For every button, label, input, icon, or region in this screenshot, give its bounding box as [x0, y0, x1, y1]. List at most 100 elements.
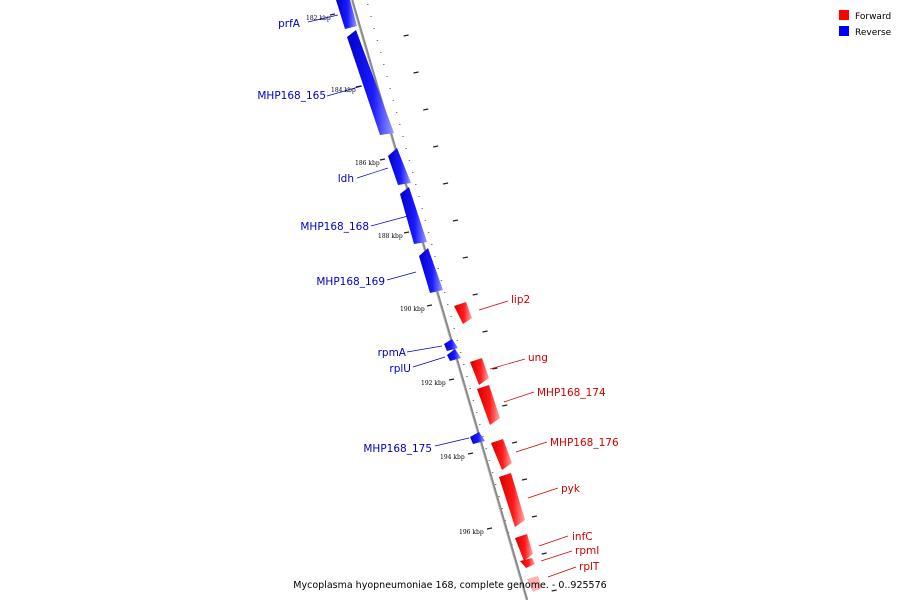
map-caption: Mycoplasma hyopneumoniae 168, complete g… — [293, 580, 606, 591]
gene-MHP168_165[interactable]: MHP168_165 — [257, 30, 394, 135]
tick-mark — [472, 293, 478, 296]
gene-pyk[interactable]: pyk — [499, 473, 581, 527]
tick-mark — [423, 108, 429, 111]
tick-marks — [329, 13, 557, 592]
tick-mark — [551, 589, 557, 592]
scale-dot — [453, 328, 455, 329]
kbp-tick-mark — [467, 452, 474, 455]
gene-label-infC: infC — [572, 531, 593, 543]
tick-mark — [452, 219, 459, 222]
scale-dot — [418, 196, 420, 197]
tick-labels: 182 kbp 184 kbp 186 kbp 188 kbp 190 kbp … — [306, 15, 484, 536]
scale-dot — [367, 4, 369, 5]
scale-dot — [501, 508, 503, 509]
gene-ldh[interactable]: ldh — [338, 148, 411, 185]
scale-dot — [482, 436, 484, 437]
gene-MHP168_174[interactable]: MHP168_174 — [477, 385, 606, 425]
scale-dot — [443, 292, 446, 293]
gene-label-pyk: pyk — [561, 483, 581, 495]
tick-mark — [531, 515, 538, 518]
kbp-tick-mark — [426, 304, 433, 307]
gene-MHP168_169[interactable]: MHP168_169 — [316, 248, 443, 293]
gene-lip2[interactable]: lip2 — [454, 294, 530, 324]
scale-dot — [402, 136, 404, 137]
kbp-tick-mark — [448, 378, 455, 381]
genome-backbone — [350, 0, 529, 600]
scale-dot — [488, 460, 491, 461]
scale-dot — [408, 160, 411, 161]
tick-mark — [433, 145, 439, 148]
gene-label-lip2: lip2 — [511, 294, 530, 306]
gene-MHP168_176[interactable]: MHP168_176 — [491, 437, 619, 470]
legend: Forward Reverse — [839, 10, 892, 38]
gene-MHP168_175[interactable]: MHP168_175 — [363, 432, 485, 455]
gene-label-MHP168_168: MHP168_168 — [300, 221, 369, 233]
gene-label-MHP168_169: MHP168_169 — [316, 276, 385, 288]
tick-label-186: 186 kbp — [355, 160, 380, 167]
tick-label-190: 190 kbp — [400, 306, 425, 313]
scale-dot — [411, 172, 414, 173]
tick-mark — [541, 552, 547, 555]
forward-genes: lip2 ung MHP168_174 MHP168_176 pyk infC — [454, 294, 619, 592]
scale-dot — [479, 424, 481, 425]
scale-dot — [383, 64, 385, 65]
gene-label-ldh: ldh — [338, 173, 354, 185]
tick-label-182: 182 kbp — [306, 15, 331, 22]
tick-mark — [413, 71, 419, 74]
scale-dot — [466, 376, 468, 377]
scale-dot — [440, 280, 443, 281]
tick-mark — [511, 441, 518, 444]
gene-label-prfA: prfA — [278, 18, 301, 30]
scale-dot — [437, 268, 439, 269]
gene-label-MHP168_176: MHP168_176 — [550, 437, 619, 449]
scale-dot — [498, 496, 500, 497]
scale-dot — [450, 316, 452, 317]
scale-dot — [485, 448, 487, 449]
scale-dot — [405, 148, 407, 149]
tick-mark — [521, 478, 528, 481]
scale-dot — [447, 304, 449, 305]
gene-rpmI[interactable]: rpmI — [520, 545, 599, 568]
scale-dot — [379, 52, 382, 53]
scale-dot — [504, 520, 507, 521]
tick-mark — [403, 34, 409, 37]
tick-label-192: 192 kbp — [421, 380, 446, 387]
scale-dot — [459, 352, 462, 353]
gene-ung[interactable]: ung — [470, 352, 548, 385]
scale-dot — [421, 208, 423, 209]
scale-dot — [386, 76, 388, 77]
gene-infC[interactable]: infC — [515, 531, 593, 561]
legend-label-forward: Forward — [855, 12, 891, 22]
kbp-tick-mark — [403, 231, 410, 234]
scale-dot — [495, 484, 497, 485]
scale-dot — [427, 232, 430, 233]
scale-dot — [491, 472, 494, 473]
gene-MHP168_168[interactable]: MHP168_168 — [300, 187, 427, 244]
kbp-tick-mark — [379, 158, 386, 161]
legend-swatch-forward — [839, 10, 849, 20]
scale-dot — [395, 112, 398, 113]
gene-rplT[interactable]: rplT — [527, 561, 600, 592]
legend-label-reverse: Reverse — [855, 28, 892, 38]
gene-label-rpmA: rpmA — [378, 347, 407, 359]
gene-label-MHP168_165: MHP168_165 — [257, 90, 326, 102]
gene-label-ung: ung — [528, 352, 548, 364]
reverse-genes: prfA MHP168_165 ldh MHP168_168 MHP168_16… — [257, 0, 485, 455]
gene-prfA[interactable]: prfA — [278, 0, 357, 30]
gene-label-rpmI: rpmI — [575, 545, 599, 557]
scale-dot — [389, 88, 391, 89]
gene-label-MHP168_175: MHP168_175 — [363, 443, 432, 455]
gene-rplU[interactable]: rplU — [389, 349, 461, 375]
scale-dot — [463, 364, 465, 365]
legend-swatch-reverse — [839, 26, 849, 36]
gene-rpmA[interactable]: rpmA — [378, 339, 458, 359]
scale-dot — [469, 388, 471, 389]
tick-mark — [442, 182, 449, 185]
kbp-tick-mark — [329, 13, 336, 16]
tick-mark — [502, 404, 508, 407]
scale-dot — [431, 244, 433, 245]
tick-label-188: 188 kbp — [378, 233, 403, 240]
scale-dot — [472, 400, 475, 401]
scale-dot — [376, 40, 379, 41]
